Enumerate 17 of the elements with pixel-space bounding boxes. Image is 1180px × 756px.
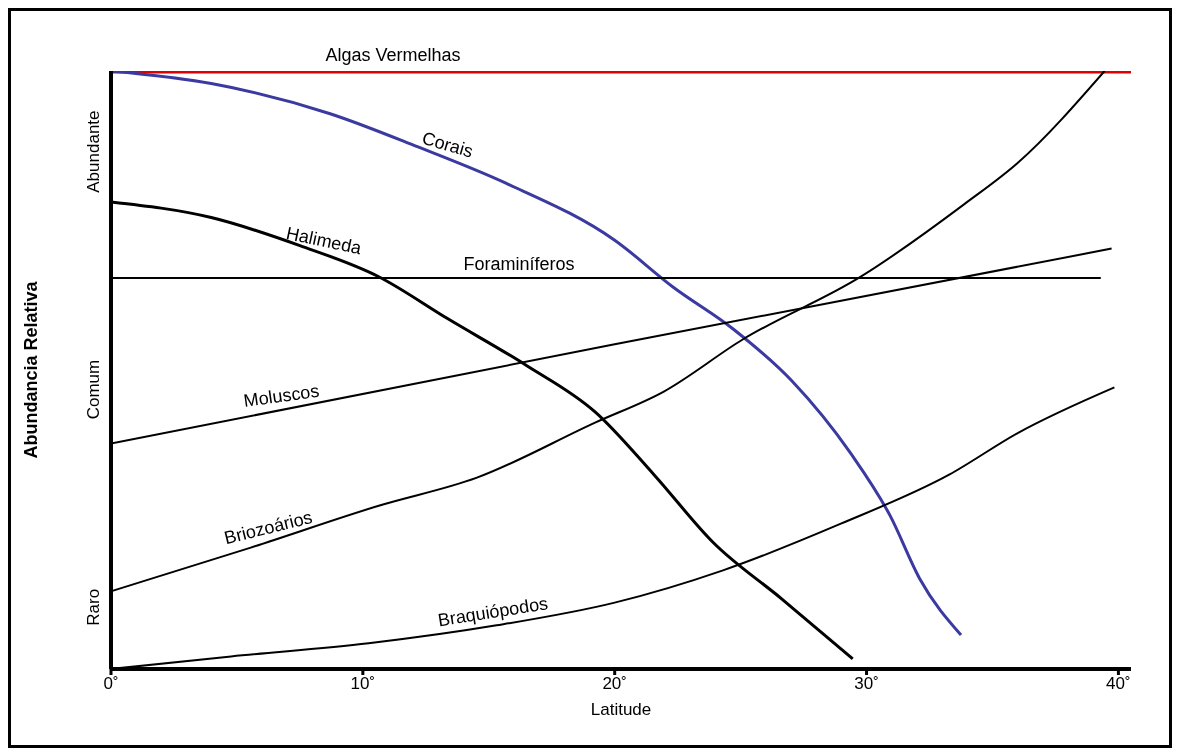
x-tick-label: 40˚ [1106,674,1131,694]
x-tick-label: 10˚ [350,674,376,694]
text: Raro [84,588,104,626]
text: Briozoários [222,507,315,549]
text: Moluscos [242,380,321,412]
series-label: Algas Vermelhas [325,45,461,65]
x-tick-label: 20˚ [602,674,627,694]
x-tick-label: 0˚ [103,674,119,694]
text: Abundante [84,110,104,193]
x-axis-title: Latitude [590,700,652,719]
y-axis-title: Abundancia Relativa [21,280,42,459]
text: Halimeda [284,223,365,259]
text: Corais [419,127,476,162]
x-tick-label: 30˚ [854,674,879,694]
text: Braquiópodos [436,593,550,631]
text: Comum [84,359,104,420]
series-label: Foraminíferos [463,253,575,274]
